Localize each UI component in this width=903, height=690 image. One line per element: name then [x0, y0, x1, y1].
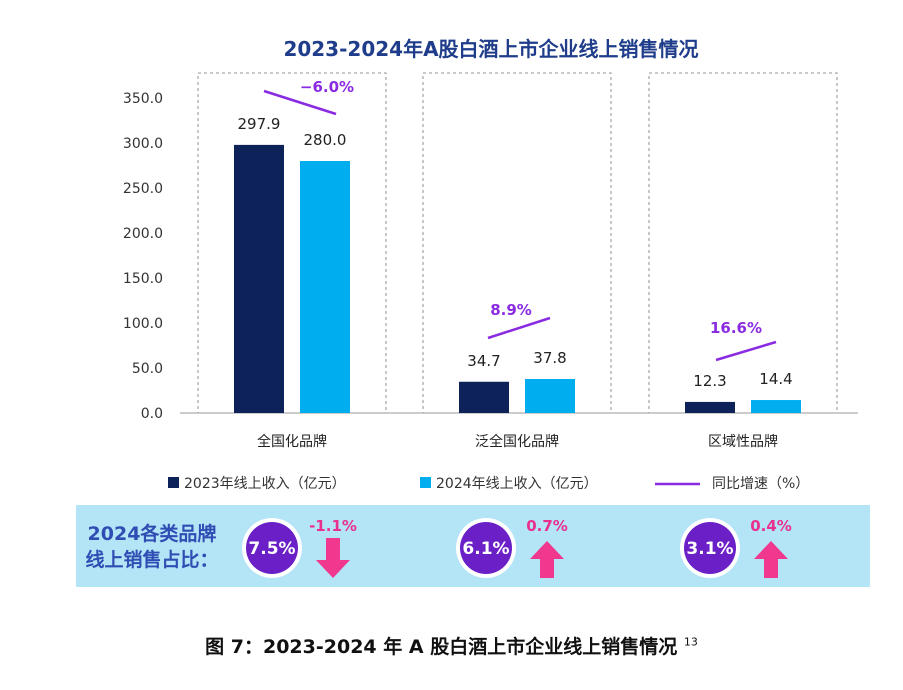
share-circle: [460, 522, 512, 574]
y-tick-label: 150.0: [123, 271, 163, 287]
y-tick-label: 350.0: [123, 91, 163, 107]
bar-2024: [300, 161, 350, 413]
value-label: 280.0: [304, 131, 347, 149]
value-label: 297.9: [238, 115, 281, 133]
figure-caption: 图 7：2023-2024 年 A 股白酒上市企业线上销售情况 13: [0, 632, 903, 659]
arrow-up-icon: [530, 541, 564, 578]
value-labels: 297.9 34.7 12.3 280.0 37.8 14.4: [238, 115, 793, 390]
yoy-label: 8.9%: [490, 301, 532, 319]
footnote-marker: 13: [683, 635, 698, 649]
share-percent: 3.1%: [686, 539, 733, 559]
figure-caption-text: 图 7：2023-2024 年 A 股白酒上市企业线上销售情况: [205, 636, 678, 658]
legend: 2023年线上收入（亿元） 2024年线上收入（亿元） 同比增速（%）: [168, 476, 809, 492]
category-frames: [197, 72, 838, 414]
value-label: 37.8: [533, 349, 566, 367]
share-items: 7.5% -1.1% 6.1% 0.7% 3.1% 0.4%: [242, 517, 792, 578]
legend-swatch-2024: [420, 477, 431, 488]
category-frame: [197, 72, 387, 414]
legend-swatch-2023: [168, 477, 179, 488]
value-label: 14.4: [759, 370, 792, 388]
arrow-down-icon: [316, 538, 350, 578]
arrow-up-icon: [754, 541, 788, 578]
yoy-line: [487, 316, 551, 340]
yoy-label: −6.0%: [300, 78, 354, 96]
chart-title: 2023-2024年A股白酒上市企业线上销售情况: [283, 37, 698, 61]
chart-canvas: 2023-2024年A股白酒上市企业线上销售情况 0.0 50.0 100.0 150…: [76, 37, 870, 587]
share-strip-title-line2: 线上销售占比：: [85, 548, 218, 571]
share-change: -1.1%: [309, 517, 357, 535]
category-frame: [648, 72, 838, 414]
value-label: 34.7: [467, 352, 500, 370]
yoy-annotations: −6.0% 8.9% 16.6%: [263, 78, 777, 362]
yoy-line: [263, 89, 337, 116]
y-tick-label: 0.0: [141, 406, 163, 422]
share-percent: 7.5%: [248, 539, 295, 559]
legend-label-yoy: 同比增速（%）: [712, 476, 809, 492]
yoy-label: 16.6%: [710, 319, 762, 337]
bar-2023: [234, 144, 284, 413]
y-tick-label: 300.0: [123, 136, 163, 152]
category-frame: [422, 72, 612, 414]
share-strip: 2024各类品牌 线上销售占比： 7.5% -1.1% 6.1% 0.7% 3.1% 0.…: [76, 505, 870, 587]
y-tick-label: 250.0: [123, 181, 163, 197]
legend-label-2023: 2023年线上收入（亿元）: [184, 476, 346, 492]
bar-2024: [751, 400, 801, 413]
share-circle: [684, 522, 736, 574]
category-label: 全国化品牌: [257, 433, 327, 450]
y-tick-label: 200.0: [123, 226, 163, 242]
share-percent: 6.1%: [462, 539, 509, 559]
share-change: 0.7%: [526, 517, 568, 535]
y-axis: 0.0 50.0 100.0 150.0 200.0 250.0 300.0 350.0: [123, 91, 858, 422]
share-circle: [246, 522, 298, 574]
legend-label-2024: 2024年线上收入（亿元）: [436, 476, 598, 492]
category-label: 区域性品牌: [708, 433, 778, 450]
bar-2023: [685, 401, 735, 413]
share-change: 0.4%: [750, 517, 792, 535]
bars: [234, 144, 801, 413]
y-tick-label: 100.0: [123, 316, 163, 332]
bar-2023: [459, 381, 509, 413]
bar-2024: [525, 378, 575, 413]
value-label: 12.3: [693, 372, 726, 390]
yoy-line: [715, 340, 777, 362]
share-strip-title-line1: 2024各类品牌: [88, 522, 217, 545]
y-tick-label: 50.0: [132, 361, 163, 377]
category-labels: 全国化品牌 泛全国化品牌 区域性品牌: [257, 433, 778, 450]
category-label: 泛全国化品牌: [475, 433, 559, 450]
